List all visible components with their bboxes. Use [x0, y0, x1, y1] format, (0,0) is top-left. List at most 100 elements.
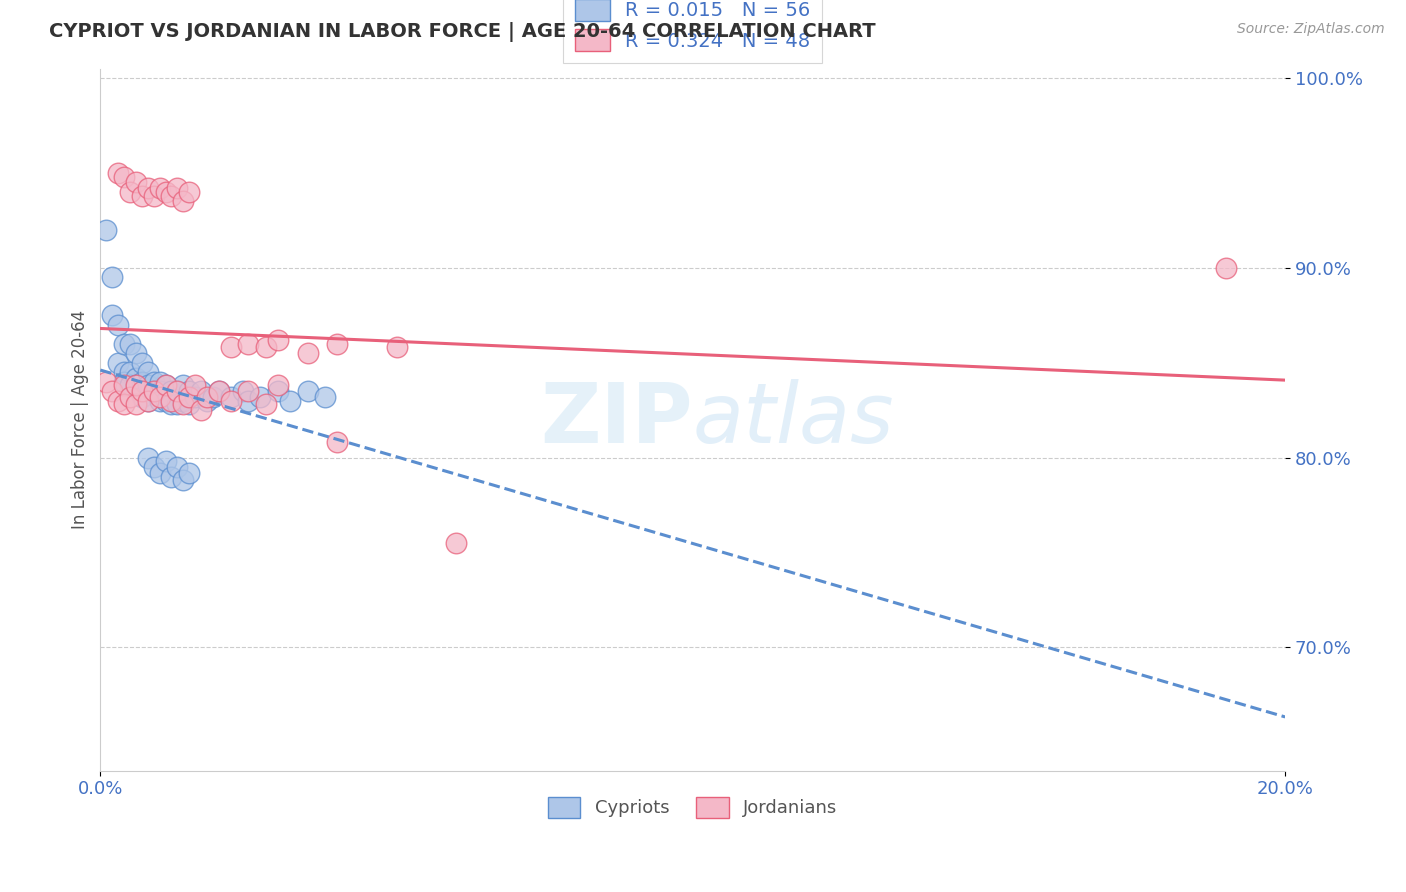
Point: [125, 175, 148, 189]
Point: [1215, 260, 1237, 275]
Point: [96, 223, 118, 237]
Point: [136, 365, 159, 379]
Point: [125, 397, 148, 411]
Text: Source: ZipAtlas.com: Source: ZipAtlas.com: [1237, 22, 1385, 37]
Point: [195, 393, 218, 408]
Point: [160, 188, 183, 202]
Point: [125, 346, 148, 360]
Point: [131, 390, 153, 404]
Point: [172, 397, 194, 411]
Point: [131, 384, 153, 398]
Point: [149, 375, 172, 389]
Point: [112, 169, 135, 184]
Point: [118, 336, 141, 351]
Point: [155, 454, 177, 468]
Point: [166, 460, 188, 475]
Point: [172, 393, 194, 408]
Point: [112, 336, 135, 351]
Point: [201, 390, 224, 404]
Point: [172, 473, 194, 487]
Point: [112, 365, 135, 379]
Point: [195, 390, 218, 404]
Point: [179, 185, 201, 199]
Point: [179, 384, 201, 398]
Point: [297, 346, 319, 360]
Point: [278, 393, 301, 408]
Point: [238, 336, 260, 351]
Point: [125, 378, 148, 392]
Point: [155, 393, 177, 408]
Point: [254, 341, 277, 355]
Text: atlas: atlas: [693, 379, 894, 460]
Point: [107, 356, 129, 370]
Point: [149, 393, 172, 408]
Point: [184, 390, 207, 404]
Point: [297, 384, 319, 398]
Point: [149, 181, 172, 195]
Y-axis label: In Labor Force | Age 20-64: In Labor Force | Age 20-64: [72, 310, 89, 529]
Point: [166, 384, 188, 398]
Point: [131, 375, 153, 389]
Point: [155, 378, 177, 392]
Point: [179, 390, 201, 404]
Point: [125, 371, 148, 385]
Point: [118, 185, 141, 199]
Point: [136, 181, 159, 195]
Point: [107, 318, 129, 332]
Point: [131, 188, 153, 202]
Point: [112, 378, 135, 392]
Point: [155, 185, 177, 199]
Point: [208, 384, 231, 398]
Point: [385, 341, 408, 355]
Point: [238, 384, 260, 398]
Point: [131, 356, 153, 370]
Point: [136, 393, 159, 408]
Point: [172, 378, 194, 392]
Legend: Cypriots, Jordanians: Cypriots, Jordanians: [541, 789, 845, 825]
Point: [166, 181, 188, 195]
Point: [160, 397, 183, 411]
Point: [136, 393, 159, 408]
Point: [142, 384, 165, 398]
Point: [314, 390, 336, 404]
Point: [172, 194, 194, 209]
Point: [160, 393, 183, 408]
Point: [190, 384, 212, 398]
Point: [96, 375, 118, 389]
Point: [444, 536, 467, 550]
Point: [219, 341, 242, 355]
Point: [101, 270, 124, 285]
Point: [267, 333, 290, 347]
Point: [160, 384, 183, 398]
Point: [238, 393, 260, 408]
Point: [219, 393, 242, 408]
Point: [326, 336, 349, 351]
Point: [231, 384, 253, 398]
Point: [118, 378, 141, 392]
Point: [142, 384, 165, 398]
Point: [249, 390, 271, 404]
Point: [125, 378, 148, 392]
Point: [267, 384, 290, 398]
Point: [112, 375, 135, 389]
Point: [208, 384, 231, 398]
Point: [160, 469, 183, 483]
Point: [149, 466, 172, 480]
Point: [118, 390, 141, 404]
Point: [184, 378, 207, 392]
Point: [219, 390, 242, 404]
Point: [112, 397, 135, 411]
Point: [142, 460, 165, 475]
Point: [101, 384, 124, 398]
Point: [254, 397, 277, 411]
Point: [326, 435, 349, 450]
Point: [136, 450, 159, 465]
Point: [179, 466, 201, 480]
Point: [118, 365, 141, 379]
Point: [149, 384, 172, 398]
Point: [190, 403, 212, 417]
Point: [101, 308, 124, 322]
Point: [142, 375, 165, 389]
Point: [107, 393, 129, 408]
Point: [267, 378, 290, 392]
